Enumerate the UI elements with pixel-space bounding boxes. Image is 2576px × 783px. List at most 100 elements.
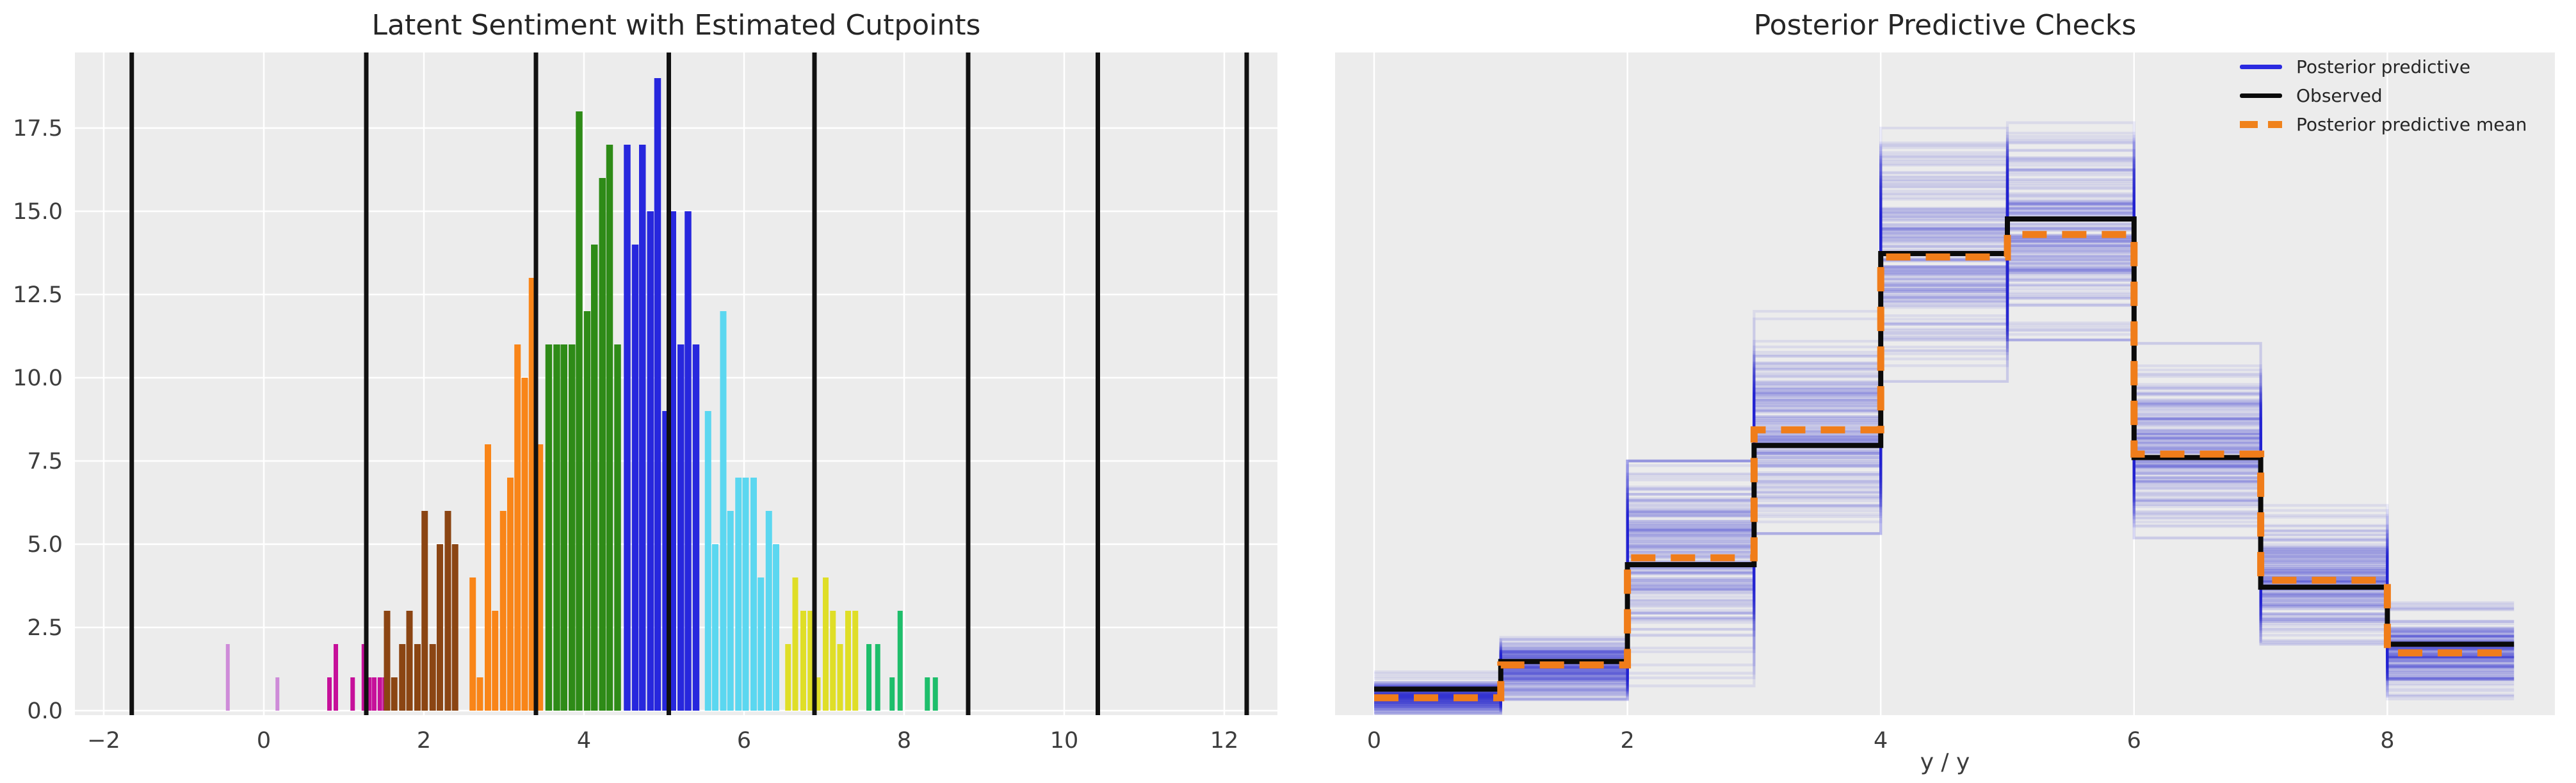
- histogram-bar: [514, 344, 521, 711]
- posterior-draw-line: [1374, 140, 2515, 699]
- histogram-group-category-6: [704, 311, 779, 711]
- posterior-draw-line: [1374, 194, 2515, 707]
- histogram-group-category-2: [384, 511, 458, 711]
- histogram-bar: [377, 677, 382, 711]
- posterior-draw-line: [1374, 290, 2515, 700]
- posterior-draw-line: [1374, 266, 2515, 697]
- posterior-draw-line: [1374, 228, 2515, 708]
- y-tick-label: 5.0: [27, 532, 63, 558]
- histogram-bar: [792, 577, 798, 711]
- histogram-bar: [765, 511, 772, 711]
- histogram-bar: [521, 378, 528, 711]
- histogram-bar: [499, 511, 506, 711]
- posterior-draw-line: [1374, 230, 2515, 700]
- posterior-draw-line: [1374, 153, 2515, 715]
- posterior-draw-line: [1374, 245, 2515, 689]
- y-tick-label: 0.0: [27, 698, 63, 724]
- posterior-draw-line: [1374, 236, 2515, 698]
- histogram-bar: [583, 311, 591, 711]
- posterior-draw-line: [1374, 180, 2515, 697]
- posterior-draw-line: [1374, 256, 2515, 691]
- posterior-draw-line: [1374, 211, 2515, 693]
- histogram-bar: [507, 478, 514, 711]
- histogram-bar: [384, 611, 391, 711]
- posterior-draw-line: [1374, 182, 2515, 697]
- x-tick-label: 8: [2380, 728, 2394, 754]
- posterior-draw-line: [1374, 268, 2515, 703]
- posterior-draw-line: [1374, 198, 2515, 696]
- posterior-draw-line: [1374, 218, 2515, 690]
- posterior-draw-line: [1374, 206, 2515, 705]
- legend-line-icon: [2240, 93, 2282, 98]
- posterior-draw-line: [1374, 184, 2515, 701]
- posterior-draw-line: [1374, 193, 2515, 708]
- histogram-bar: [932, 677, 938, 711]
- histogram-bar: [528, 278, 535, 711]
- posterior-draw-line: [1374, 158, 2515, 703]
- posterior-draw-line: [1374, 143, 2515, 702]
- histogram-bar: [372, 677, 377, 711]
- posterior-draw-line: [1374, 172, 2515, 700]
- posterior-draw-line: [1374, 223, 2515, 701]
- histogram-bar: [350, 677, 355, 711]
- posterior-mean-step-line: [1374, 230, 2515, 702]
- posterior-draw-line: [1374, 202, 2515, 706]
- posterior-draw-line: [1374, 229, 2515, 713]
- posterior-draw-line: [1374, 178, 2515, 702]
- histogram-bar: [631, 245, 639, 711]
- histogram-bar: [545, 344, 553, 711]
- posterior-draw-line: [1374, 234, 2515, 700]
- posterior-draw-line: [1374, 237, 2515, 695]
- posterior-draw-line: [1374, 219, 2515, 703]
- posterior-draw-line: [1374, 190, 2515, 715]
- legend-line-icon: [2240, 64, 2282, 69]
- y-tick-label: 15.0: [13, 199, 63, 225]
- posterior-draw-line: [1374, 223, 2515, 688]
- posterior-draw-line: [1374, 175, 2515, 714]
- posterior-draw-line: [1374, 211, 2515, 703]
- posterior-draw-line: [1374, 126, 2515, 698]
- posterior-draw-line: [1374, 211, 2515, 697]
- histogram-group-category-4: [545, 111, 621, 711]
- legend: Posterior predictive Observed Posterior …: [2240, 55, 2527, 136]
- histogram-bar: [866, 644, 871, 711]
- posterior-draw-line: [1374, 201, 2515, 704]
- x-tick-label: 4: [1874, 728, 1888, 754]
- histogram-bar: [399, 644, 406, 711]
- posterior-draw-line: [1374, 239, 2515, 709]
- histogram-bar: [773, 544, 779, 711]
- posterior-draw-line: [1374, 193, 2515, 690]
- histogram-bar: [654, 78, 661, 711]
- histogram-bar: [800, 611, 806, 711]
- posterior-draw-line: [1374, 208, 2515, 706]
- histogram-bar: [275, 677, 280, 711]
- histogram-bar: [451, 544, 458, 711]
- histogram-bar: [485, 444, 491, 711]
- posterior-draw-line: [1374, 271, 2515, 693]
- x-tick-label: −2: [87, 728, 120, 754]
- y-tick-label: 17.5: [13, 116, 63, 141]
- posterior-draw-line: [1374, 203, 2515, 692]
- histogram-bar: [414, 644, 421, 711]
- posterior-draw-line: [1374, 174, 2515, 699]
- legend-item-posterior-predictive: Posterior predictive: [2240, 55, 2527, 78]
- right-chart-title: Posterior Predictive Checks: [1753, 9, 2137, 42]
- x-tick-label: 4: [577, 728, 591, 754]
- x-tick-label: 8: [897, 728, 911, 754]
- x-tick-label: 0: [257, 728, 271, 754]
- histogram-bar: [727, 511, 734, 711]
- histogram-bar: [830, 611, 836, 711]
- posterior-draw-line: [1374, 227, 2515, 696]
- posterior-draw-line: [1374, 277, 2515, 707]
- x-tick-label: 6: [737, 728, 751, 754]
- posterior-draw-line: [1374, 227, 2515, 697]
- histogram-bar: [925, 677, 930, 711]
- posterior-draw-line: [1374, 171, 2515, 706]
- histogram-bar: [669, 211, 676, 711]
- histogram-bar: [444, 511, 451, 711]
- posterior-draw-line: [1374, 268, 2515, 708]
- posterior-draw-line: [1374, 281, 2515, 704]
- histogram-bar: [807, 611, 814, 711]
- histogram-bar: [576, 111, 583, 711]
- histogram-bar: [537, 444, 544, 711]
